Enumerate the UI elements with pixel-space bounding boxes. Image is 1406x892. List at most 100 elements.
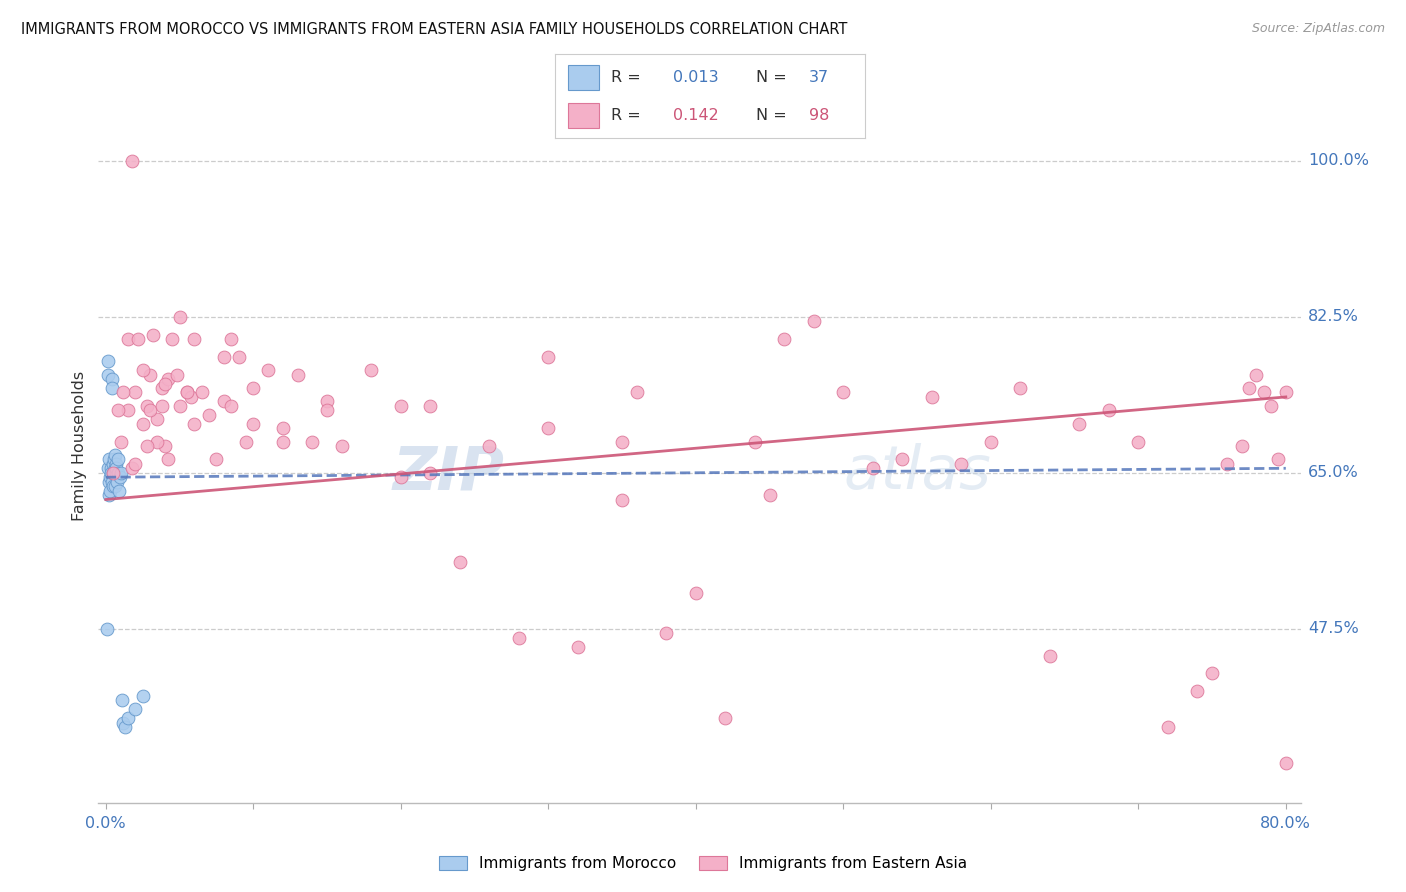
- Point: [108, 483, 131, 498]
- Point: [1260, 399, 1282, 413]
- Point: [610, 492, 633, 507]
- Y-axis label: Family Households: Family Households: [72, 371, 87, 521]
- Point: [117, 711, 139, 725]
- Point: [567, 640, 589, 654]
- Point: [121, 153, 143, 168]
- Point: [271, 421, 294, 435]
- Legend: Immigrants from Morocco, Immigrants from Eastern Asia: Immigrants from Morocco, Immigrants from…: [433, 850, 973, 877]
- Text: 80.0%: 80.0%: [1260, 816, 1312, 831]
- Point: [685, 586, 707, 600]
- Point: [124, 385, 146, 400]
- Point: [773, 332, 796, 346]
- Point: [330, 439, 353, 453]
- Point: [98, 452, 121, 467]
- Text: 100.0%: 100.0%: [1308, 153, 1369, 168]
- Point: [131, 417, 153, 431]
- Point: [150, 381, 173, 395]
- Text: 65.0%: 65.0%: [1308, 466, 1358, 480]
- Point: [98, 470, 121, 484]
- Point: [117, 332, 139, 346]
- Point: [508, 631, 530, 645]
- Point: [1237, 381, 1260, 395]
- Point: [136, 439, 159, 453]
- Point: [112, 385, 135, 400]
- Text: 0.013: 0.013: [673, 70, 718, 85]
- Point: [103, 479, 125, 493]
- Point: [114, 720, 136, 734]
- Point: [176, 385, 198, 400]
- Point: [626, 385, 648, 400]
- Point: [389, 470, 412, 484]
- Point: [110, 466, 132, 480]
- Point: [101, 457, 124, 471]
- Point: [105, 475, 128, 489]
- Point: [169, 399, 191, 413]
- Point: [419, 399, 441, 413]
- Point: [219, 399, 242, 413]
- Point: [198, 408, 221, 422]
- Point: [180, 390, 202, 404]
- Point: [176, 385, 198, 400]
- Point: [891, 452, 914, 467]
- Point: [212, 394, 235, 409]
- Text: N =: N =: [756, 70, 793, 85]
- Point: [127, 332, 149, 346]
- Point: [97, 354, 120, 368]
- Text: atlas: atlas: [844, 443, 991, 502]
- Point: [950, 457, 973, 471]
- Point: [316, 403, 339, 417]
- Point: [97, 368, 120, 382]
- Point: [101, 381, 124, 395]
- Point: [146, 434, 169, 449]
- Text: IMMIGRANTS FROM MOROCCO VS IMMIGRANTS FROM EASTERN ASIA FAMILY HOUSEHOLDS CORREL: IMMIGRANTS FROM MOROCCO VS IMMIGRANTS FR…: [21, 22, 848, 37]
- Point: [156, 452, 179, 467]
- Point: [1275, 756, 1298, 770]
- Point: [478, 439, 501, 453]
- Point: [610, 434, 633, 449]
- Point: [257, 363, 280, 377]
- Point: [537, 350, 560, 364]
- Point: [183, 332, 205, 346]
- Point: [758, 488, 780, 502]
- Point: [1275, 385, 1298, 400]
- Point: [271, 434, 294, 449]
- Point: [150, 399, 173, 413]
- Bar: [568, 103, 599, 128]
- Point: [105, 461, 128, 475]
- Point: [228, 350, 250, 364]
- Point: [98, 483, 121, 498]
- Point: [136, 399, 159, 413]
- Point: [104, 448, 127, 462]
- Point: [131, 363, 153, 377]
- Point: [131, 689, 153, 703]
- Point: [107, 403, 129, 417]
- Point: [104, 466, 127, 480]
- Text: 47.5%: 47.5%: [1308, 622, 1358, 636]
- Point: [980, 434, 1002, 449]
- Point: [121, 461, 143, 475]
- Point: [190, 385, 212, 400]
- Point: [1230, 439, 1253, 453]
- Text: 82.5%: 82.5%: [1308, 310, 1358, 324]
- Point: [98, 475, 121, 489]
- Point: [449, 555, 471, 569]
- Point: [139, 368, 162, 382]
- Point: [287, 368, 309, 382]
- Point: [124, 702, 146, 716]
- Point: [1128, 434, 1150, 449]
- Point: [714, 711, 737, 725]
- Point: [96, 622, 118, 636]
- Text: ZIP: ZIP: [392, 443, 503, 502]
- Point: [142, 327, 165, 342]
- Point: [419, 466, 441, 480]
- Point: [107, 466, 129, 480]
- Text: R =: R =: [612, 108, 645, 123]
- Point: [153, 439, 176, 453]
- Point: [862, 461, 884, 475]
- Point: [97, 488, 120, 502]
- Point: [1098, 403, 1121, 417]
- Text: 0.0%: 0.0%: [86, 816, 127, 831]
- Point: [100, 466, 122, 480]
- Point: [112, 715, 135, 730]
- Point: [205, 452, 228, 467]
